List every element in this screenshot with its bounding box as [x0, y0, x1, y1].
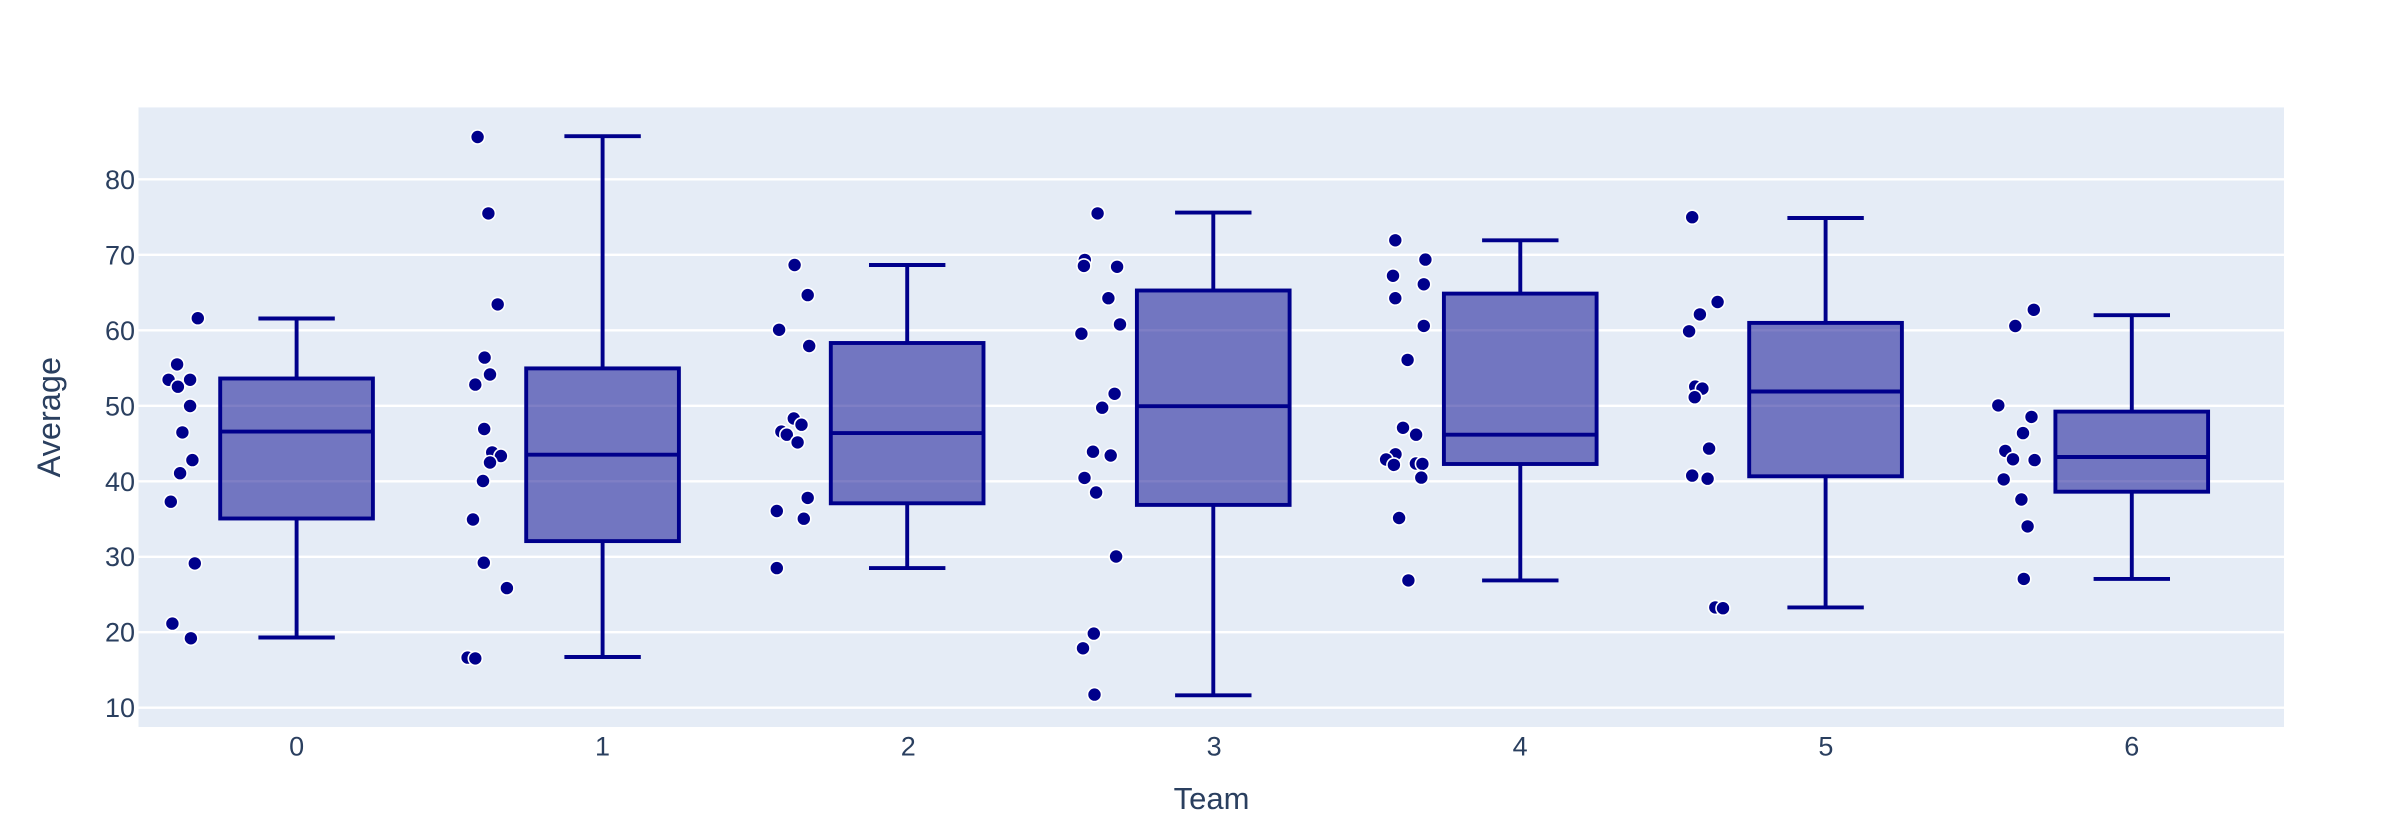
svg-text:20: 20: [105, 618, 135, 648]
svg-text:40: 40: [105, 467, 135, 497]
svg-text:Team: Team: [1174, 781, 1250, 816]
svg-text:50: 50: [105, 391, 135, 421]
svg-text:4: 4: [1513, 732, 1528, 762]
svg-text:30: 30: [105, 542, 135, 572]
svg-text:10: 10: [105, 693, 135, 723]
svg-text:70: 70: [105, 240, 135, 270]
svg-text:3: 3: [1207, 732, 1222, 762]
svg-text:60: 60: [105, 316, 135, 346]
svg-text:80: 80: [105, 165, 135, 195]
svg-text:6: 6: [2124, 732, 2139, 762]
svg-text:0: 0: [289, 732, 304, 762]
svg-text:2: 2: [901, 732, 916, 762]
svg-text:5: 5: [1818, 732, 1833, 762]
svg-text:1: 1: [595, 732, 610, 762]
svg-text:Average: Average: [31, 357, 67, 477]
